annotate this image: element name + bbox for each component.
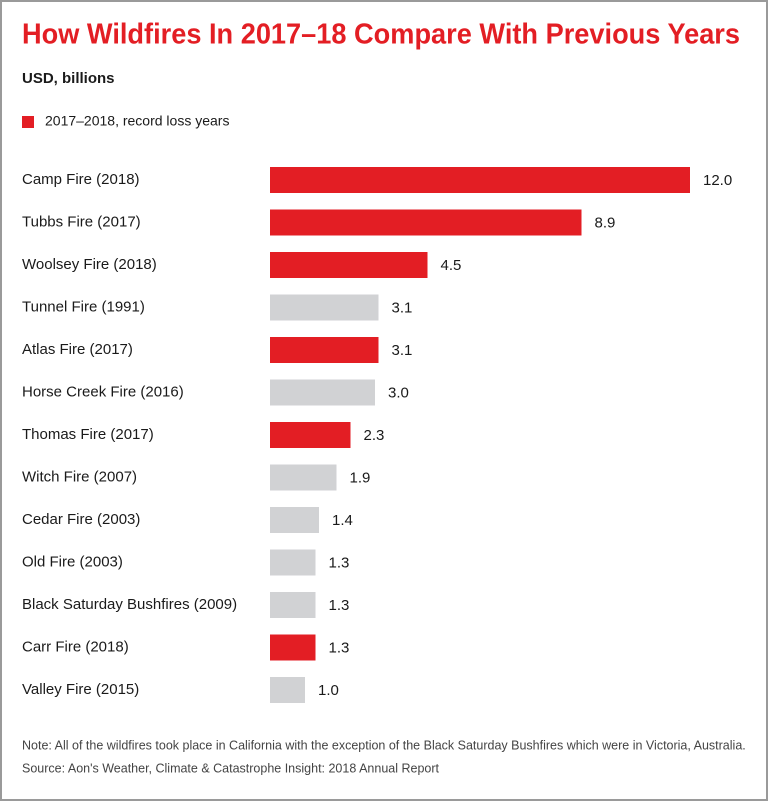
legend-label: 2017–2018, record loss years: [45, 113, 229, 129]
value-label: 3.0: [388, 384, 409, 401]
value-label: 1.3: [329, 554, 350, 571]
bar: [270, 422, 351, 448]
bar: [270, 592, 316, 618]
value-label: 12.0: [703, 172, 732, 189]
bar: [270, 549, 316, 576]
value-label: 1.3: [329, 639, 350, 656]
value-label: 1.9: [350, 469, 371, 486]
bar: [270, 677, 305, 703]
value-label: 3.1: [392, 342, 413, 359]
bar: [270, 252, 428, 278]
value-label: 4.5: [441, 257, 462, 274]
category-label: Woolsey Fire (2018): [22, 256, 157, 273]
value-label: 2.3: [364, 427, 385, 444]
category-label: Thomas Fire (2017): [22, 426, 154, 443]
category-label: Atlas Fire (2017): [22, 341, 133, 358]
legend-marker: [22, 116, 34, 128]
value-label: 1.0: [318, 682, 339, 699]
category-label: Valley Fire (2015): [22, 681, 139, 698]
bar: [270, 337, 379, 363]
category-label: Camp Fire (2018): [22, 171, 140, 188]
category-label: Carr Fire (2018): [22, 638, 129, 655]
value-label: 3.1: [392, 299, 413, 316]
bar: [270, 209, 582, 236]
category-label: Cedar Fire (2003): [22, 511, 140, 528]
bar: [270, 634, 316, 661]
bar: [270, 464, 337, 491]
bar: [270, 294, 379, 321]
category-label: Tunnel Fire (1991): [22, 298, 145, 315]
bar: [270, 507, 319, 533]
bar: [270, 379, 375, 406]
chart-subtitle: USD, billions: [22, 70, 115, 87]
bar: [270, 167, 690, 193]
category-label: Witch Fire (2007): [22, 468, 137, 485]
chart-title: How Wildfires In 2017–18 Compare With Pr…: [22, 19, 740, 51]
note: Note: All of the wildfires took place in…: [22, 738, 746, 752]
value-label: 8.9: [595, 214, 616, 231]
value-label: 1.4: [332, 512, 353, 529]
category-label: Tubbs Fire (2017): [22, 213, 141, 230]
value-label: 1.3: [329, 597, 350, 614]
note: Source: Aon's Weather, Climate & Catastr…: [22, 761, 440, 775]
category-label: Horse Creek Fire (2016): [22, 383, 184, 400]
category-label: Old Fire (2003): [22, 553, 123, 570]
category-label: Black Saturday Bushfires (2009): [22, 596, 237, 613]
